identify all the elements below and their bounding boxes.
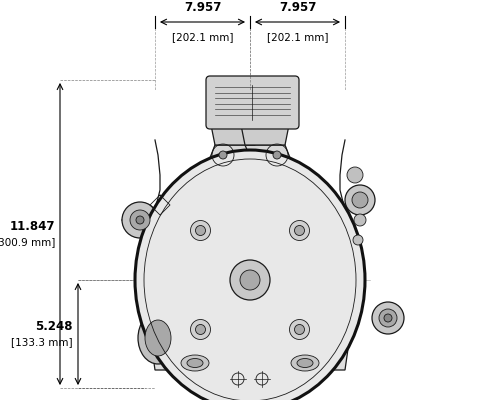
Circle shape [379, 309, 397, 327]
Polygon shape [155, 145, 255, 300]
Circle shape [190, 320, 210, 340]
Circle shape [196, 226, 205, 236]
Circle shape [384, 314, 392, 322]
Text: Power Equipment, Inc.: Power Equipment, Inc. [144, 256, 356, 274]
Circle shape [290, 220, 310, 240]
Circle shape [294, 324, 304, 334]
Text: [133.3 mm]: [133.3 mm] [12, 337, 73, 347]
Polygon shape [210, 120, 260, 145]
Text: [202.1 mm]: [202.1 mm] [267, 32, 328, 42]
Ellipse shape [135, 150, 365, 400]
Circle shape [190, 220, 210, 240]
Circle shape [352, 192, 368, 208]
Text: Aurora: Aurora [176, 211, 324, 249]
Ellipse shape [297, 358, 313, 368]
Circle shape [273, 151, 281, 159]
Circle shape [196, 324, 205, 334]
Ellipse shape [187, 358, 203, 368]
Circle shape [240, 270, 260, 290]
Circle shape [372, 302, 404, 334]
Circle shape [353, 235, 363, 245]
Circle shape [290, 320, 310, 340]
Text: 11.847: 11.847 [10, 220, 55, 232]
Ellipse shape [145, 320, 171, 356]
Text: 7.957: 7.957 [279, 1, 316, 14]
Circle shape [347, 167, 363, 183]
Text: [300.9 mm]: [300.9 mm] [0, 237, 55, 247]
Ellipse shape [181, 355, 209, 371]
Polygon shape [245, 145, 345, 300]
Text: [202.1 mm]: [202.1 mm] [172, 32, 233, 42]
Polygon shape [240, 120, 290, 145]
Circle shape [130, 210, 150, 230]
Circle shape [294, 226, 304, 236]
FancyBboxPatch shape [223, 368, 277, 390]
Circle shape [345, 185, 375, 215]
Polygon shape [145, 300, 355, 370]
Circle shape [354, 214, 366, 226]
Circle shape [122, 202, 158, 238]
Ellipse shape [138, 312, 178, 364]
Circle shape [219, 151, 227, 159]
Text: 7.957: 7.957 [184, 1, 221, 14]
Ellipse shape [291, 355, 319, 371]
Circle shape [136, 216, 144, 224]
Text: 5.248: 5.248 [36, 320, 73, 332]
FancyBboxPatch shape [206, 76, 299, 129]
Circle shape [230, 260, 270, 300]
